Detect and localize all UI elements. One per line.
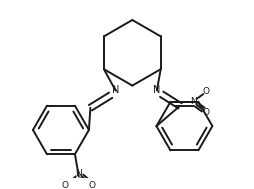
Text: O: O: [202, 108, 209, 117]
Text: O: O: [88, 180, 96, 189]
Text: O: O: [61, 180, 69, 189]
Text: N: N: [75, 169, 82, 178]
Text: O: O: [202, 87, 209, 96]
Text: N: N: [189, 97, 196, 106]
Text: N: N: [111, 85, 119, 95]
Text: N: N: [153, 85, 160, 95]
